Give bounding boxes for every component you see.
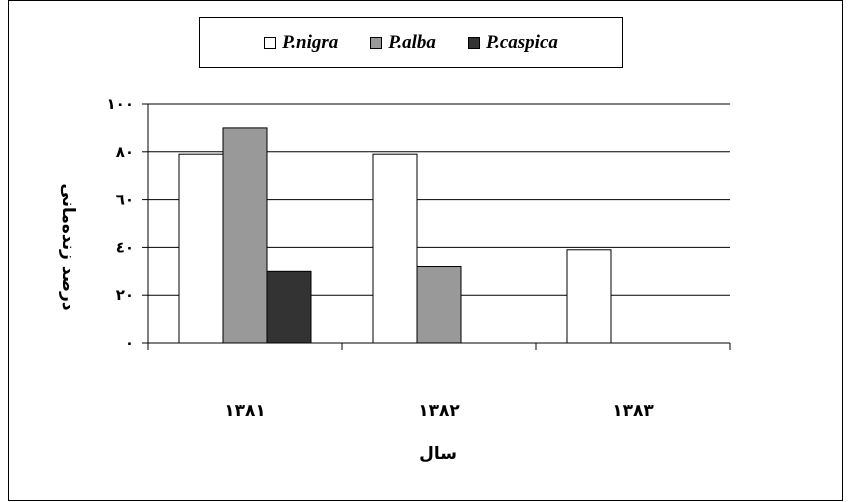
bar-p-nigra-1 [372,153,418,344]
legend-swatch [467,36,480,49]
x-tick-labels: ۱۳۸۱ ۱۳۸۲ ۱۳۸۳ [224,401,654,421]
legend-label: P.caspica [485,31,558,53]
legend: P.nigra P.alba P.caspica [199,17,623,68]
bar-p-alba-1 [416,266,462,344]
y-tick-label-100: ۱۰۰ [107,95,134,113]
bars [178,127,612,344]
legend-label: P.nigra [282,31,339,53]
axes [142,103,731,350]
legend-item-p-alba: P.alba [370,32,436,54]
x-tick-label-0: ۱۳۸۱ [224,401,266,421]
y-tick-label-20: ۲۰ [116,286,134,304]
chart-frame: ۰ ۲۰ ٤۰ ٦۰ ۸۰ ۱۰۰ ۱۳۸۱ ۱۳۸۲ ۱۳۸۳ درصد زنده‌مانی… [8,0,843,501]
y-axis-title: درصد زنده‌مانی [58,183,78,310]
legend-label: P.alba [388,31,436,53]
y-tick-label-60: ٦۰ [116,191,134,209]
y-tick-label-40: ٤۰ [116,238,134,256]
y-tick-label-80: ۸۰ [116,143,134,161]
y-tick-label-0: ۰ [125,334,134,352]
y-tick-labels: ۰ ۲۰ ٤۰ ٦۰ ۸۰ ۱۰۰ [107,95,134,352]
x-tick-label-1: ۱۳۸۲ [418,401,460,421]
legend-swatch [264,36,277,49]
bar-p-caspica-0 [266,270,312,344]
bar-p-nigra-2 [566,249,612,344]
x-tick-label-2: ۱۳۸۳ [612,401,654,421]
legend-swatch [370,36,383,49]
bar-p-nigra-0 [178,153,224,344]
chart: ۰ ۲۰ ٤۰ ٦۰ ۸۰ ۱۰۰ ۱۳۸۱ ۱۳۸۲ ۱۳۸۳ درصد زنده‌مانی… [58,95,731,464]
bar-p-alba-0 [222,127,268,344]
legend-item-p-caspica: P.caspica [467,31,558,54]
legend-item-p-nigra: P.nigra [264,32,338,54]
x-axis-title: سال [419,444,457,464]
